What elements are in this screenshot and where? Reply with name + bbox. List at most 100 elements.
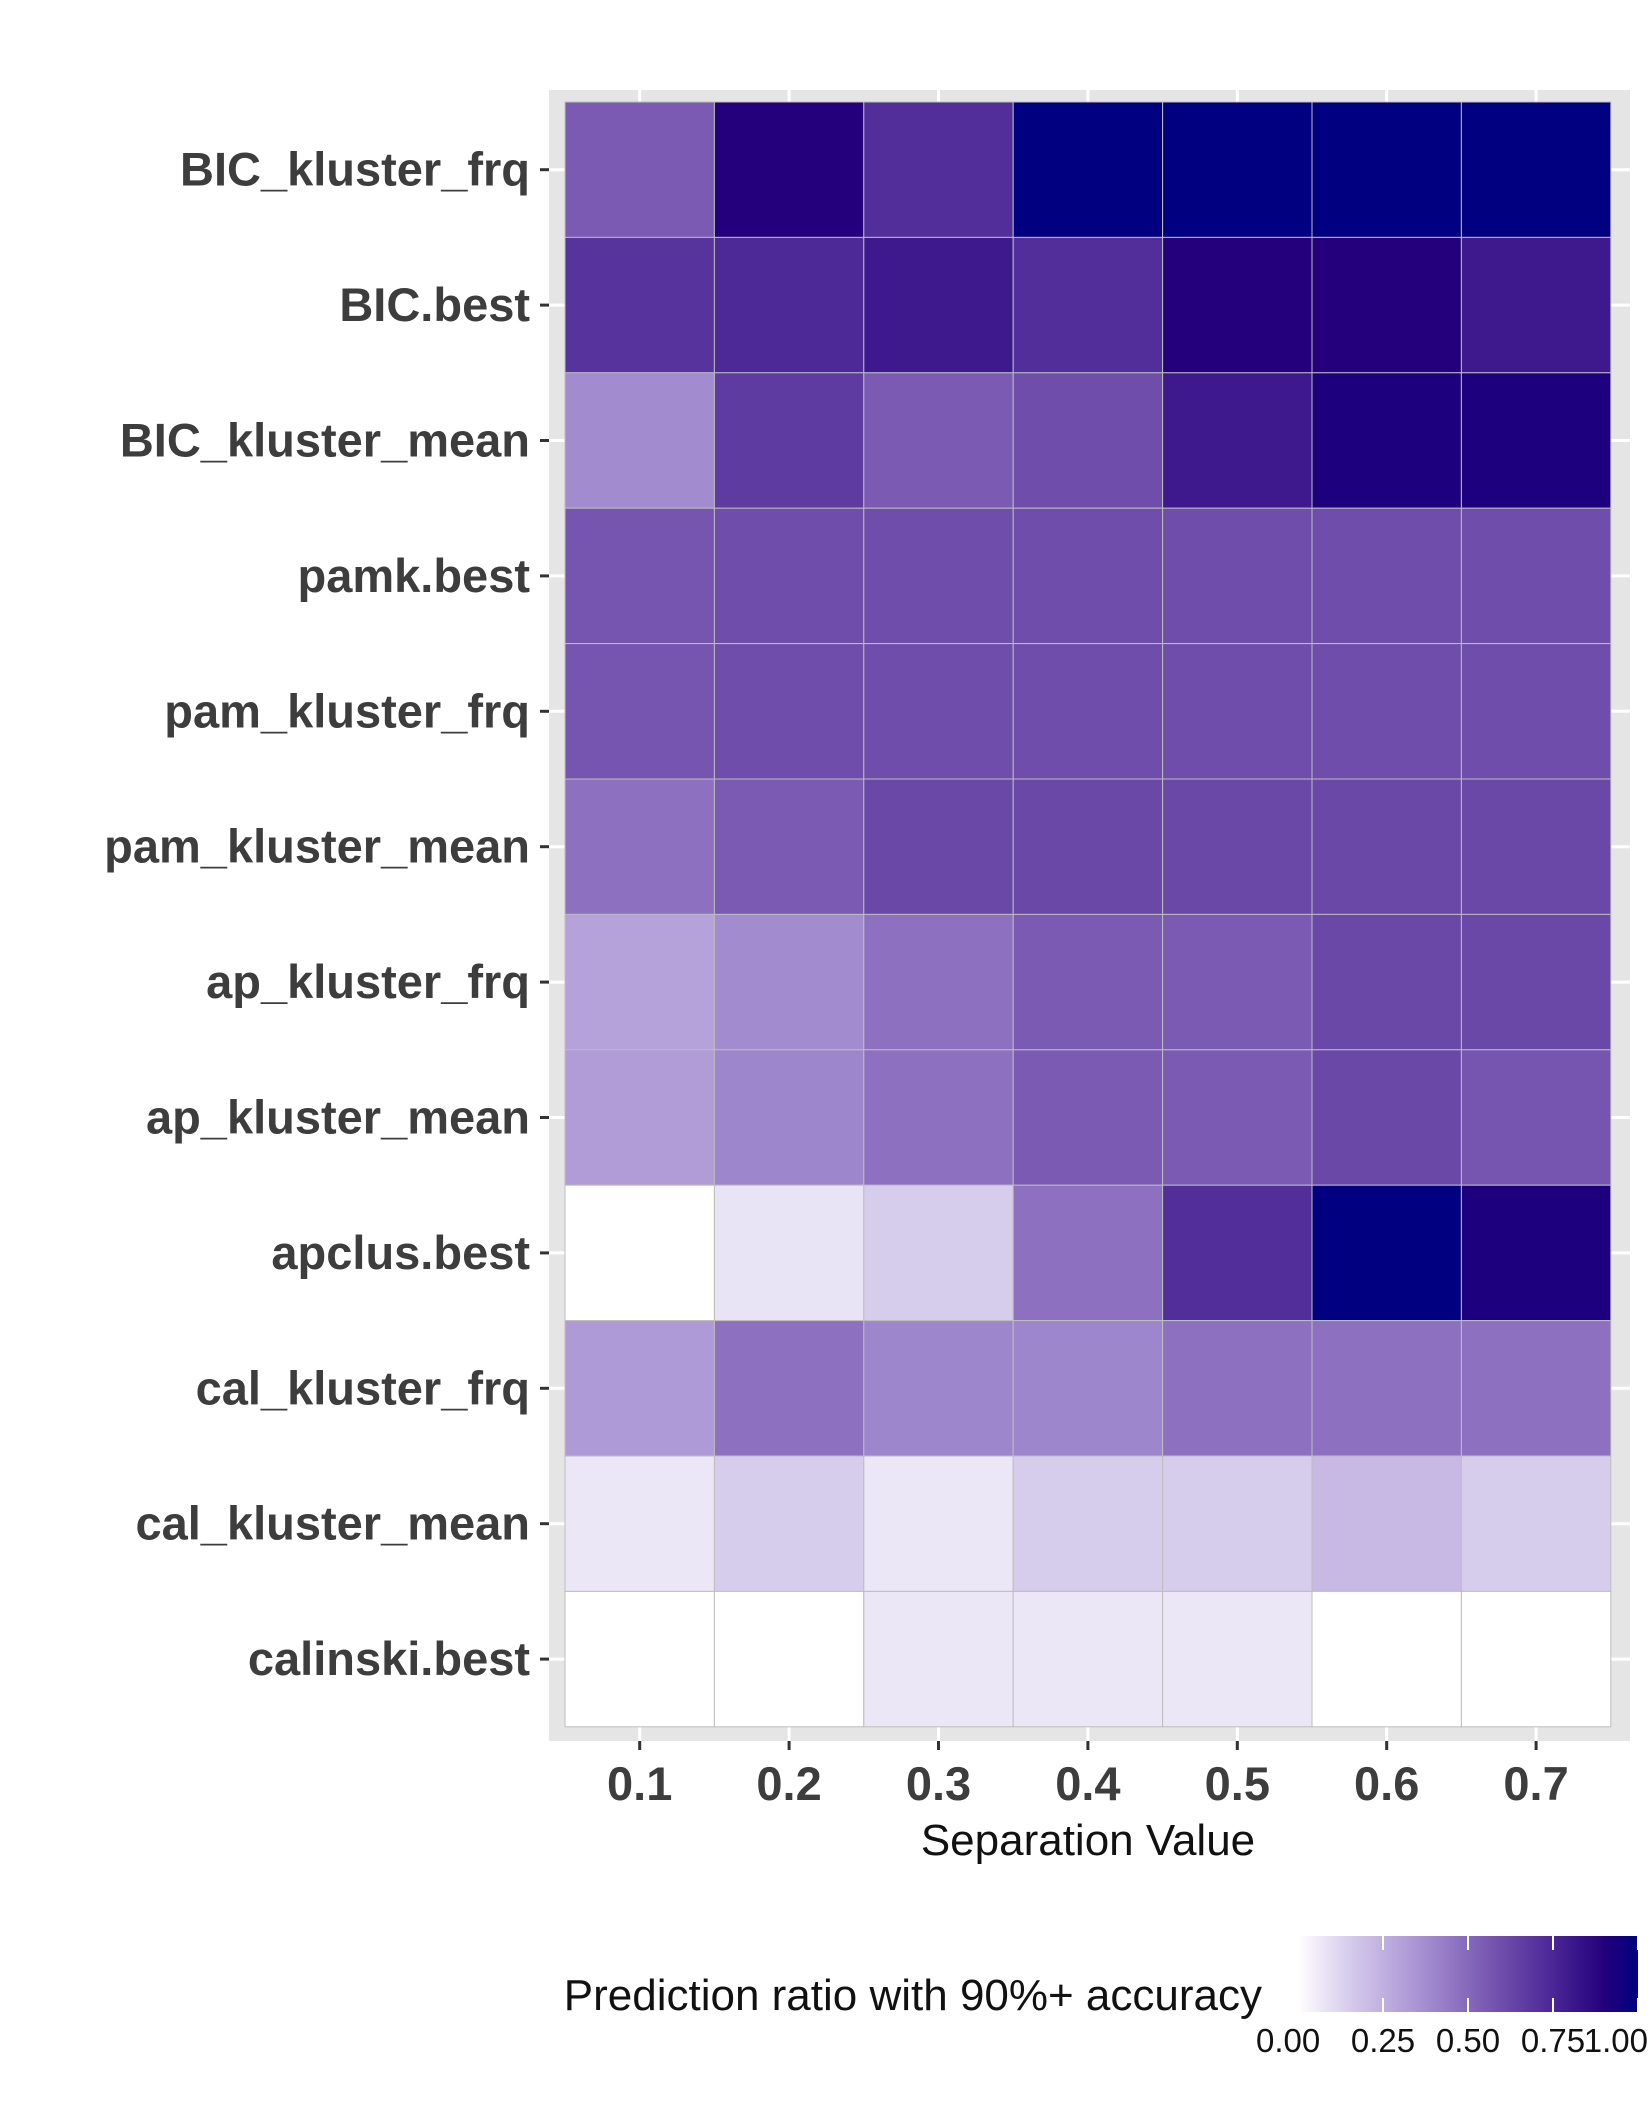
y-tick-label: BIC.best xyxy=(339,278,530,331)
heatmap-cell xyxy=(564,507,715,645)
y-tick-label: BIC_kluster_frq xyxy=(180,143,530,196)
heatmap-cell xyxy=(1460,643,1612,780)
heatmap-cell xyxy=(1311,1590,1462,1728)
heatmap-cell xyxy=(564,1320,715,1457)
heatmap-cell xyxy=(1162,1049,1313,1186)
heatmap-cell xyxy=(1311,372,1462,509)
heatmap-cells xyxy=(564,101,1612,1728)
heatmap-cell xyxy=(1311,643,1462,780)
heatmap-cell xyxy=(1311,236,1462,374)
heatmap-cell xyxy=(863,1590,1014,1728)
y-tick-label: ap_kluster_mean xyxy=(146,1091,530,1144)
heatmap-cell xyxy=(1162,643,1313,780)
heatmap-cell xyxy=(713,1455,865,1592)
y-tick-label: pam_kluster_mean xyxy=(104,820,530,873)
heatmap-cell xyxy=(1012,507,1164,645)
heatmap-cell xyxy=(1460,236,1612,374)
heatmap-cell xyxy=(1311,778,1462,915)
x-axis: 0.1 0.2 0.3 0.4 0.5 0.6 0.7 xyxy=(607,1741,1569,1810)
heatmap-cell xyxy=(564,1049,715,1186)
legend-title: Prediction ratio with 90%+ accuracy xyxy=(564,1971,1262,2020)
heatmap-cell xyxy=(1012,1184,1164,1322)
heatmap-cell xyxy=(1012,101,1164,238)
heatmap-cell xyxy=(863,507,1014,645)
heatmap-cell xyxy=(863,101,1014,238)
heatmap-cell xyxy=(713,1320,865,1457)
legend: Prediction ratio with 90%+ accuracy 0.00… xyxy=(564,1936,1648,2059)
heatmap-cell xyxy=(1012,236,1164,374)
y-axis: BIC_kluster_frq BIC.best BIC_kluster_meanp… xyxy=(104,143,549,1685)
heatmap-cell xyxy=(564,643,715,780)
heatmap-cell xyxy=(1460,913,1612,1051)
heatmap-cell xyxy=(1460,507,1612,645)
heatmap-cell xyxy=(713,101,865,238)
y-tick-label: ap_kluster_frq xyxy=(206,955,530,1008)
heatmap-cell xyxy=(1460,101,1612,238)
heatmap-cell xyxy=(1162,507,1313,645)
heatmap-cell xyxy=(564,101,715,238)
y-tick-label: calinski.best xyxy=(248,1632,530,1685)
heatmap-cell xyxy=(1311,1455,1462,1592)
heatmap-cell xyxy=(1460,1590,1612,1728)
y-tick-label: BIC_kluster_mean xyxy=(120,414,530,467)
legend-tick-label: 0.50 xyxy=(1436,2022,1500,2059)
heatmap-cell xyxy=(1162,1455,1313,1592)
heatmap-cell xyxy=(863,372,1014,509)
heatmap-cell xyxy=(1460,778,1612,915)
heatmap-cell xyxy=(1012,1455,1164,1592)
heatmap-cell xyxy=(713,372,865,509)
heatmap-cell xyxy=(713,1049,865,1186)
heatmap-cell xyxy=(564,372,715,509)
heatmap-cell xyxy=(1460,1455,1612,1592)
heatmap-cell xyxy=(1311,507,1462,645)
heatmap-cell xyxy=(713,913,865,1051)
heatmap-cell xyxy=(863,1049,1014,1186)
heatmap-cell xyxy=(1460,1049,1612,1186)
heatmap-cell xyxy=(564,913,715,1051)
heatmap-cell xyxy=(1162,1590,1313,1728)
legend-tick-label: 0.00 xyxy=(1256,2022,1320,2059)
heatmap-cell xyxy=(1311,1320,1462,1457)
heatmap-cell xyxy=(713,236,865,374)
heatmap-cell xyxy=(1012,1590,1164,1728)
heatmap-cell xyxy=(863,1455,1014,1592)
heatmap-cell xyxy=(1012,1049,1164,1186)
heatmap-cell xyxy=(863,913,1014,1051)
heatmap-cell xyxy=(863,778,1014,915)
y-tick-label: cal_kluster_frq xyxy=(196,1361,530,1414)
heatmap-cell xyxy=(1162,1184,1313,1322)
heatmap-cell xyxy=(1162,101,1313,238)
y-tick-label: cal_kluster_mean xyxy=(135,1497,530,1550)
heatmap-cell xyxy=(1460,372,1612,509)
heatmap-cell xyxy=(1311,1184,1462,1322)
legend-tick-label: 0.25 xyxy=(1351,2022,1415,2059)
legend-tick-label: 1.00 xyxy=(1584,2022,1648,2059)
heatmap-cell xyxy=(564,1184,715,1322)
heatmap-cell xyxy=(713,1590,865,1728)
legend-tick-label: 0.75 xyxy=(1521,2022,1585,2059)
y-tick-label: pam_kluster_frq xyxy=(164,684,530,737)
y-tick-label: pamk.best xyxy=(298,549,531,602)
heatmap-cell xyxy=(564,1590,715,1728)
x-tick-label: 0.3 xyxy=(906,1757,971,1810)
heatmap-cell xyxy=(1012,778,1164,915)
heatmap-cell xyxy=(863,1320,1014,1457)
heatmap-cell xyxy=(1162,236,1313,374)
heatmap-cell xyxy=(1162,778,1313,915)
heatmap-cell xyxy=(713,507,865,645)
heatmap-cell xyxy=(1311,913,1462,1051)
heatmap-cell xyxy=(1162,1320,1313,1457)
heatmap-cell xyxy=(863,236,1014,374)
x-tick-label: 0.1 xyxy=(607,1757,672,1810)
x-tick-label: 0.4 xyxy=(1055,1757,1120,1810)
x-tick-label: 0.5 xyxy=(1205,1757,1270,1810)
x-tick-label: 0.6 xyxy=(1354,1757,1419,1810)
heatmap-cell xyxy=(1460,1184,1612,1322)
x-tick-label: 0.7 xyxy=(1503,1757,1568,1810)
heatmap-cell xyxy=(1012,643,1164,780)
heatmap-cell xyxy=(564,1455,715,1592)
heatmap-cell xyxy=(1162,913,1313,1051)
y-tick-label: apclus.best xyxy=(271,1226,530,1279)
heatmap-cell xyxy=(713,643,865,780)
